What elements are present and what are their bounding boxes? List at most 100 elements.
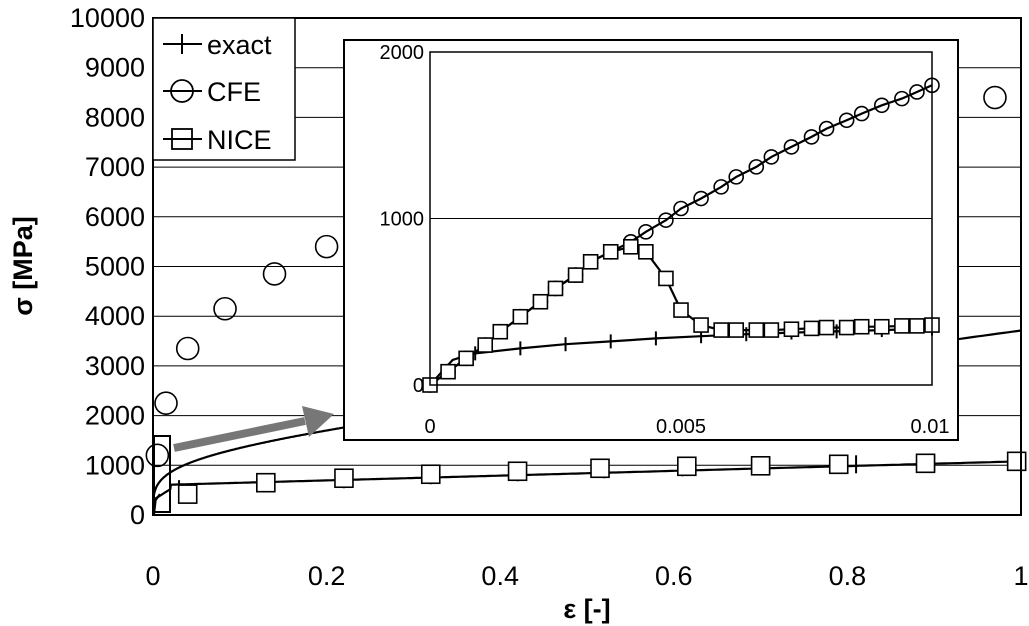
inset-nice-marker [853, 318, 870, 335]
inset-nice-marker [458, 350, 474, 367]
inset-cfe-marker [693, 190, 709, 207]
x-axis-title: ε [-] [563, 594, 610, 624]
legend-circle-marker [170, 79, 194, 103]
nice-marker [1006, 451, 1027, 472]
inset-nice-marker [783, 321, 800, 338]
inset-cfe-marker [748, 159, 765, 175]
inset-y-tick-label: 1000 [380, 209, 425, 231]
main-y-tick-label: 2000 [85, 401, 145, 431]
main-x-tick-label: 0.4 [481, 561, 519, 591]
nice-marker [177, 484, 198, 504]
inset-nice-marker [909, 318, 925, 334]
cfe-marker [145, 443, 170, 468]
inset-x-tick-label: 0 [424, 416, 435, 438]
inset-cfe-marker [658, 212, 674, 228]
nice-marker [334, 468, 354, 489]
main-y-tick-label: 10000 [70, 3, 145, 33]
main-x-tick-label: 0.8 [829, 561, 867, 591]
main-y-tick-label: 1000 [85, 450, 145, 480]
inset-cfe-marker [838, 112, 855, 129]
inset-nice-marker [763, 322, 780, 338]
main-y-tick-label: 0 [130, 500, 145, 530]
inset-cfe-marker [873, 97, 890, 114]
legend-label-cfe: CFE [207, 77, 261, 107]
main-y-tick-label: 5000 [85, 252, 145, 282]
main-x-tick-labels: 0 0.2 0.4 0.6 0.8 1 [145, 561, 1028, 591]
nice-marker [677, 456, 697, 477]
inset-nice-marker [818, 319, 835, 336]
legend-entry-nice: NICE [163, 125, 272, 155]
inset-nice-marker [838, 319, 855, 336]
legend-label-exact: exact [207, 30, 272, 60]
main-y-tick-labels: 0 1000 2000 3000 4000 5000 6000 7000 8000 9000 100… [70, 3, 145, 530]
inset-cfe-marker [713, 179, 729, 195]
main-x-tick-label: 0 [145, 561, 160, 591]
inset-cfe-marker [638, 224, 654, 240]
zoom-region-box [153, 435, 171, 513]
nice-marker [420, 464, 441, 485]
nice-marker [590, 458, 610, 479]
cfe-marker [983, 85, 1007, 110]
legend-label-nice: NICE [207, 125, 272, 155]
inset-nice-marker [803, 320, 820, 337]
main-x-tick-label: 0.6 [655, 561, 693, 591]
nice-marker [750, 455, 771, 476]
inset-x-tick-label: 0.01 [911, 416, 950, 438]
inset-nice-marker [547, 280, 564, 297]
inset-plot-frame [429, 51, 933, 386]
main-y-tick-label: 4000 [85, 301, 145, 331]
main-x-tick-label: 0.2 [308, 561, 346, 591]
inset-nice-marker [748, 322, 765, 338]
inset-cfe-marker [763, 149, 780, 165]
inset-nice-marker [894, 318, 910, 334]
inset-chart: 0 0.005 0.01 0 1000 2000 [343, 39, 959, 441]
inset-cfe-marker [909, 84, 925, 100]
legend-entry-cfe: CFE [163, 77, 261, 107]
y-axis-title: σ [MPa] [8, 216, 38, 315]
inset-nice-marker [728, 322, 745, 338]
inset-series [422, 77, 940, 393]
inset-x-tick-labels: 0 0.005 0.01 [424, 416, 949, 438]
inset-nice-marker [693, 317, 709, 333]
inset-nice-marker [567, 267, 584, 283]
inset-y-tick-label: 0 [413, 375, 424, 397]
inset-nice-marker [638, 244, 654, 260]
inset-nice-marker [512, 308, 529, 325]
inset-nice-marker [873, 318, 890, 335]
inset-nice-marker [673, 302, 689, 318]
nice-marker [256, 472, 276, 493]
inset-nice-marker [622, 239, 639, 255]
main-y-tick-label: 8000 [85, 102, 145, 132]
cfe-marker [314, 234, 339, 259]
inset-nice-marker [582, 253, 599, 270]
inset-nice-marker [658, 270, 674, 287]
cfe-marker [213, 296, 237, 321]
main-plot-frame [152, 17, 1022, 516]
inset-cfe-marker [894, 90, 910, 107]
main-y-tick-label: 9000 [85, 53, 145, 83]
nice-marker [828, 454, 849, 475]
inset-cfe-marker [673, 200, 689, 217]
main-y-tick-label: 7000 [85, 152, 145, 182]
inset-nice-marker [440, 363, 456, 380]
inset-nice-marker [532, 293, 549, 310]
inset-cfe-marker [728, 169, 745, 185]
cfe-marker [154, 391, 178, 415]
main-y-tick-label: 6000 [85, 202, 145, 232]
nice-marker [915, 453, 936, 474]
inset-y-tick-label: 2000 [380, 42, 425, 64]
inset-x-tick-label: 0.005 [656, 416, 706, 438]
inset-nice-marker [492, 323, 509, 340]
inset-nice-marker [713, 322, 729, 338]
legend: exact CFE NICE [152, 17, 296, 161]
inset-cfe-marker [853, 105, 870, 122]
inset-nice-marker [477, 337, 494, 353]
inset-cfe-marker [818, 120, 835, 137]
nice-marker [507, 461, 528, 482]
inset-cfe-marker [803, 129, 820, 145]
exact-curve [153, 460, 1022, 501]
main-y-tick-label: 3000 [85, 351, 145, 381]
cfe-marker [262, 262, 287, 286]
zoom-arrow [173, 406, 334, 452]
